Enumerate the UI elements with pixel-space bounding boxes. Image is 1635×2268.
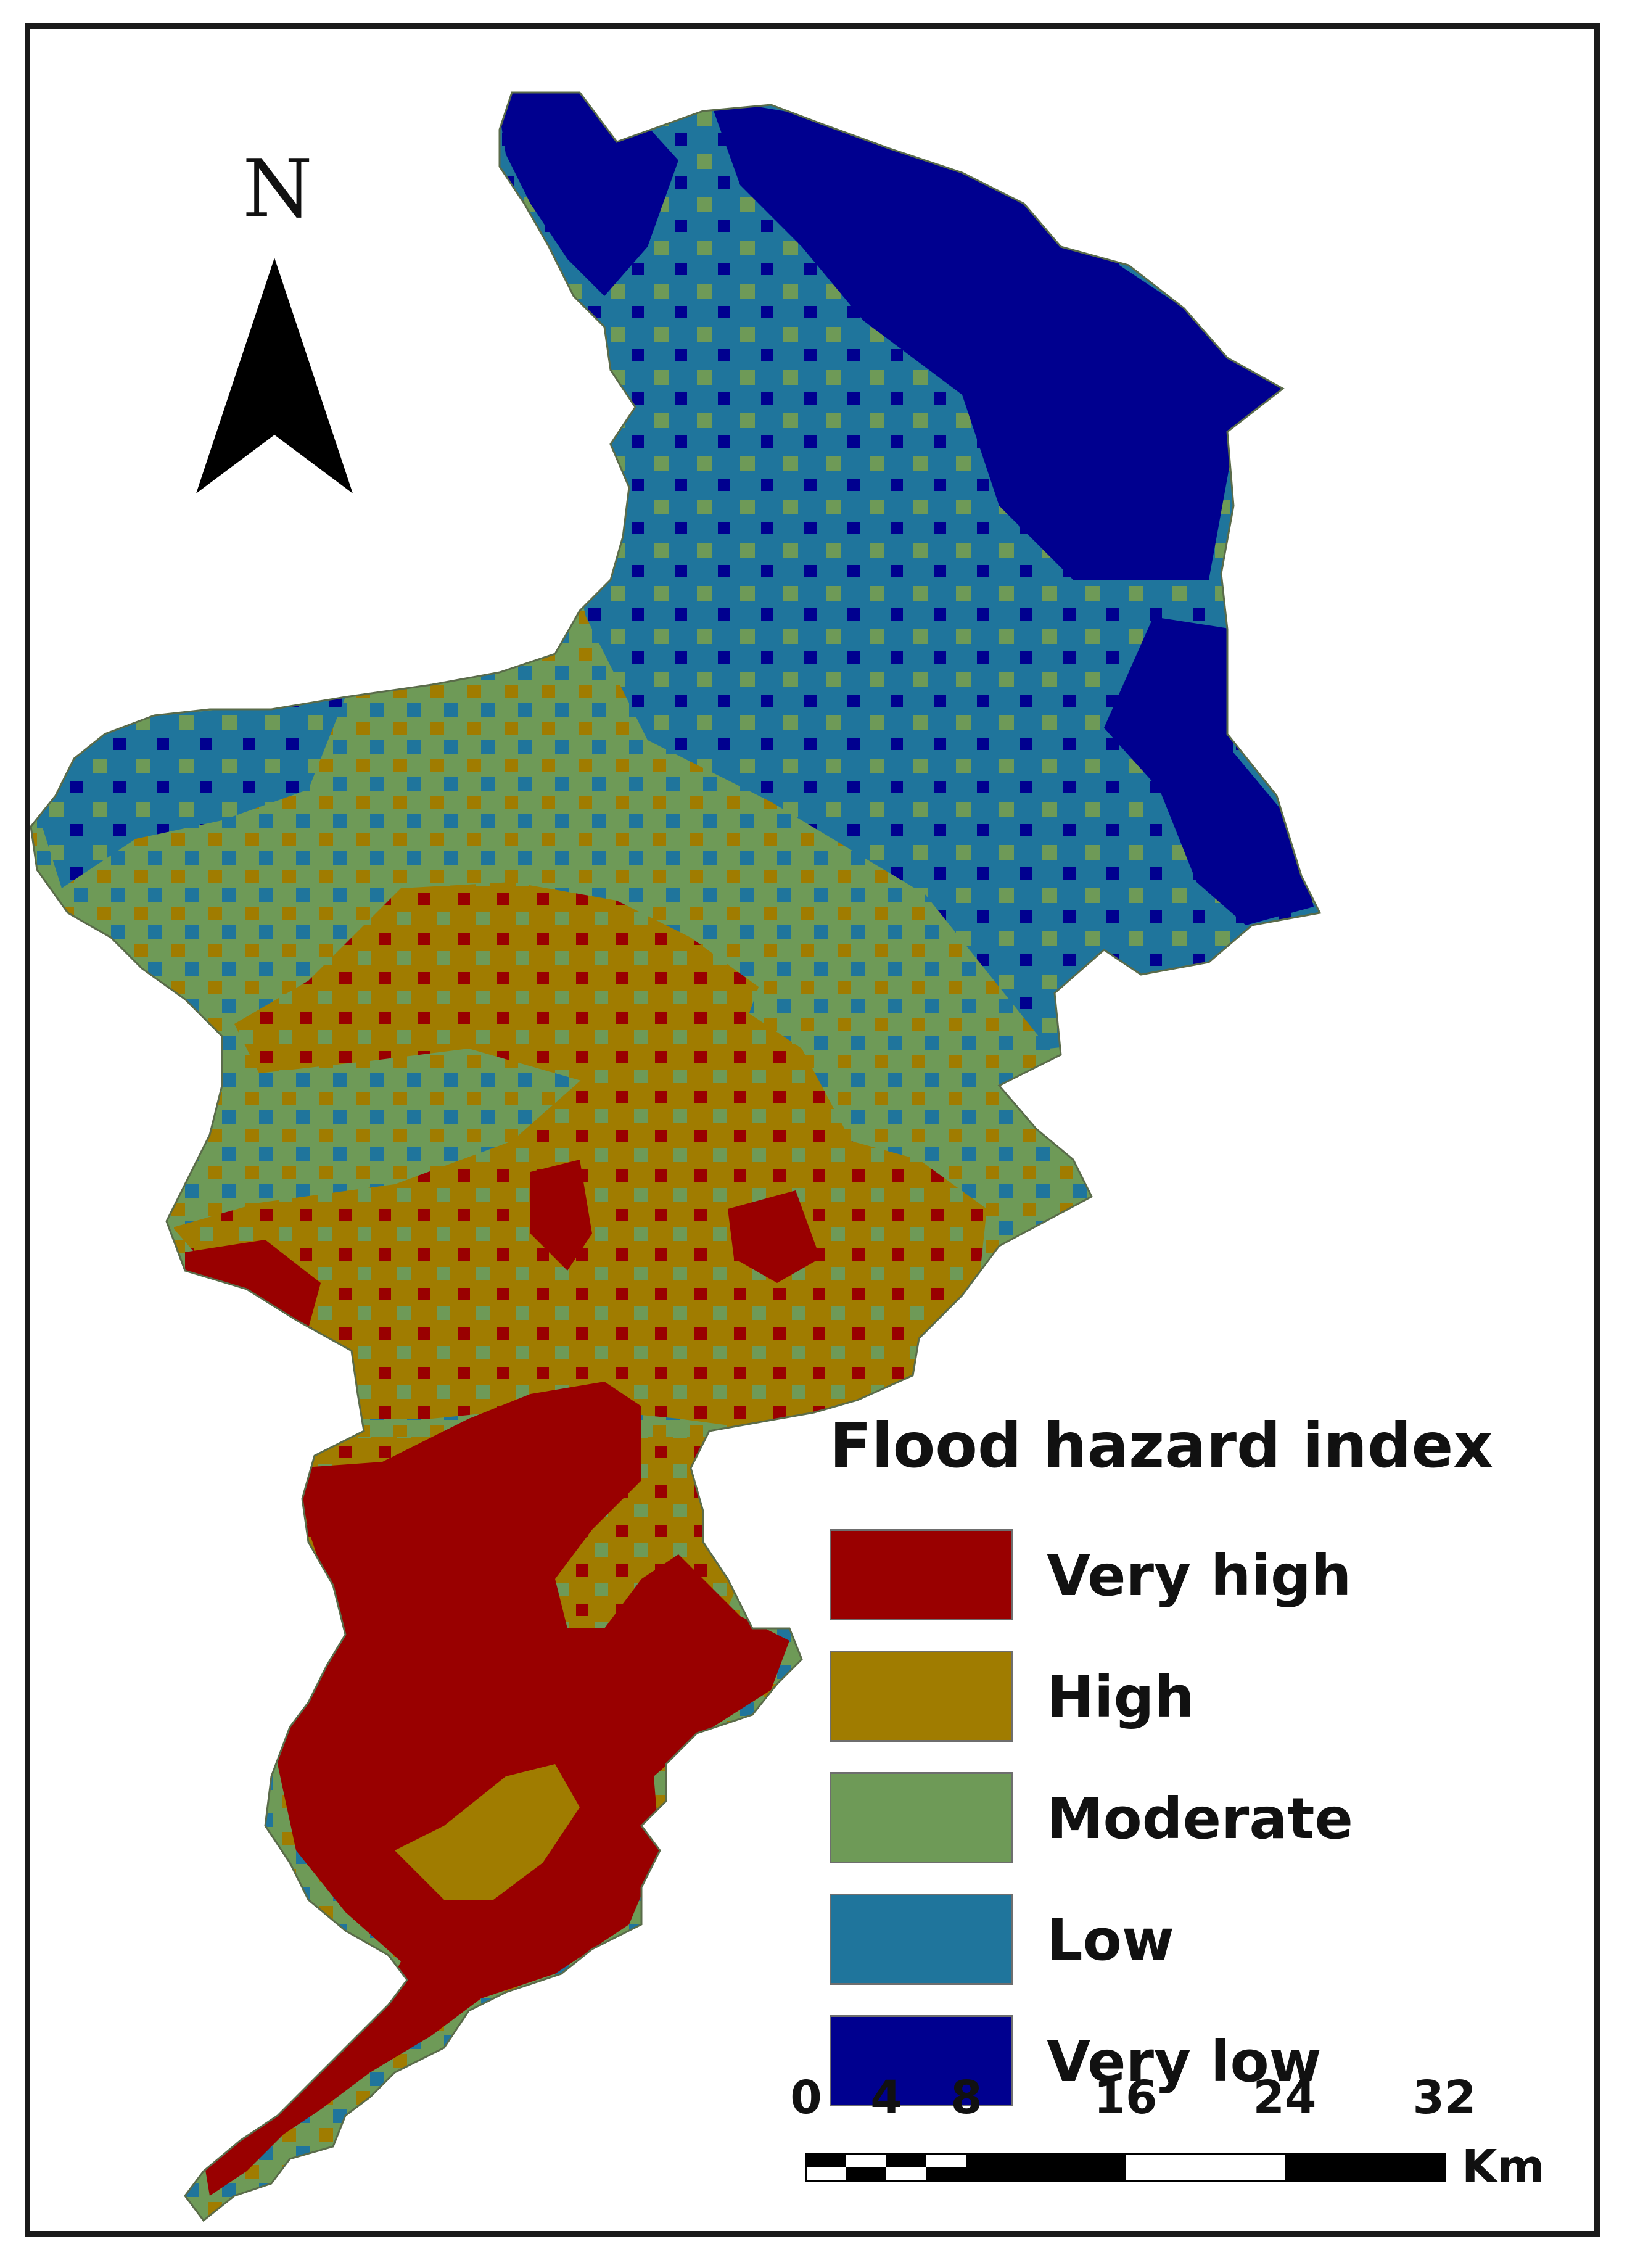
scale-bar-segment	[926, 2167, 966, 2181]
scale-bar-segment	[806, 2154, 846, 2167]
scale-tick-16: 16	[1093, 2071, 1158, 2124]
scale-bar-segment	[846, 2167, 886, 2181]
north-arrow-icon	[196, 258, 353, 493]
scale-tick-0: 0	[790, 2071, 822, 2124]
zone-very-low-southeast	[1104, 617, 1314, 925]
legend-item-high: High	[830, 1651, 1508, 1743]
zone-very-low-east	[709, 99, 1295, 580]
legend-label-low: Low	[1047, 1907, 1174, 1973]
scale-tick-24: 24	[1253, 2071, 1317, 2124]
legend-label-very-high: Very high	[1047, 1543, 1352, 1609]
zone-high-central	[234, 882, 759, 1098]
legend-swatch-very-high	[830, 1529, 1013, 1620]
legend-label-very-low: Very low	[1047, 2029, 1322, 2095]
legend-swatch-low	[830, 1894, 1013, 1985]
legend-item-moderate: Moderate	[830, 1772, 1508, 1865]
scale-bar-segment	[1285, 2167, 1444, 2181]
scale-tick-8: 8	[950, 2071, 982, 2124]
legend-item-very-low: Very low	[830, 2015, 1508, 2108]
legend-item-very-high: Very high	[830, 1529, 1508, 1622]
legend-title: Flood hazard index	[830, 1409, 1493, 1482]
scale-bar-segment	[886, 2154, 926, 2167]
legend-label-high: High	[1047, 1664, 1195, 1730]
scale-unit: Km	[1462, 2140, 1545, 2193]
legend-label-moderate: Moderate	[1047, 1786, 1353, 1852]
zone-very-high-center	[530, 1160, 592, 1271]
legend-item-low: Low	[830, 1894, 1508, 1986]
legend-swatch-very-low	[830, 2015, 1013, 2106]
scale-bar	[805, 2153, 1446, 2182]
north-letter: N	[242, 142, 313, 236]
scale-bar-segment	[966, 2154, 1126, 2167]
scale-bar-segment	[1285, 2154, 1444, 2167]
legend-swatch-moderate	[830, 1772, 1013, 1863]
scale-tick-32: 32	[1412, 2071, 1476, 2124]
zone-low-west	[31, 697, 345, 888]
zone-high-inlet	[395, 1764, 580, 1900]
scale-tick-4: 4	[870, 2071, 902, 2124]
legend-swatch-high	[830, 1651, 1013, 1742]
zone-very-high-east	[728, 1190, 820, 1283]
scale-bar-segment	[966, 2167, 1126, 2181]
